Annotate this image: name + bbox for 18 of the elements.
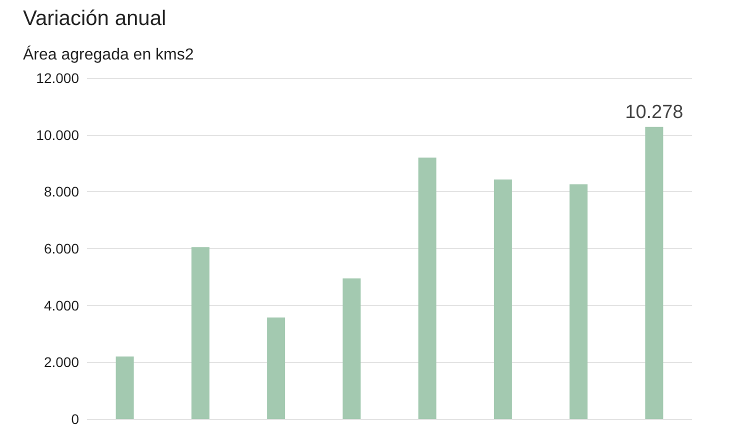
bar (570, 184, 588, 419)
bar (116, 356, 134, 419)
data-label: 10.278 (625, 102, 684, 123)
bar (645, 126, 664, 419)
chart-title: Variación anual (23, 7, 166, 30)
y-tick-label: 0 (71, 411, 80, 427)
y-tick-label: 6.000 (44, 240, 80, 256)
chart-subtitle: Área agregada en kms2 (23, 46, 194, 64)
bar (342, 278, 361, 419)
bar (418, 158, 436, 419)
bar (191, 247, 210, 419)
y-tick-label: 8.000 (44, 184, 80, 200)
bar (267, 318, 286, 419)
y-tick-label: 4.000 (44, 297, 80, 314)
bar (494, 179, 512, 419)
y-tick-label: 12.000 (36, 70, 80, 86)
y-tick-label: 10.000 (36, 126, 80, 143)
y-tick-label: 2.000 (44, 354, 80, 370)
